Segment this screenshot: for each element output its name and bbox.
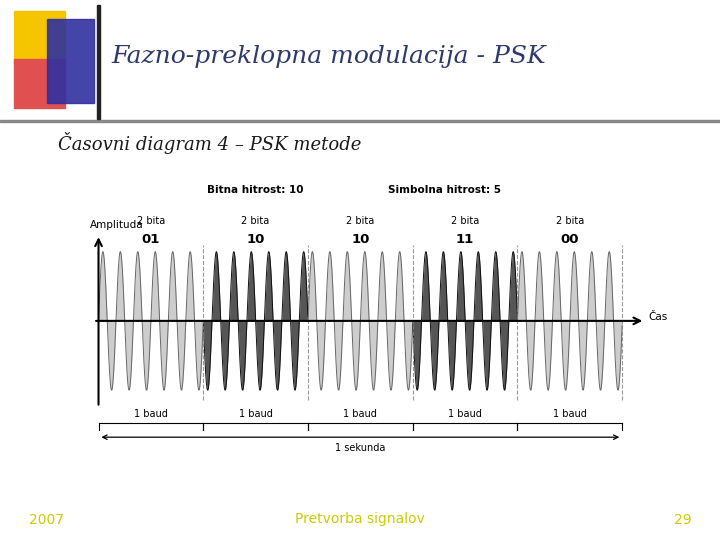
Text: Amplituda: Amplituda [90, 219, 144, 230]
Text: 2 bita: 2 bita [241, 215, 270, 226]
Text: 00: 00 [561, 233, 579, 246]
Text: Pretvorba signalov: Pretvorba signalov [295, 512, 425, 526]
Text: 2007: 2007 [29, 512, 64, 526]
Text: 1 baud: 1 baud [134, 409, 168, 420]
Text: 1 baud: 1 baud [343, 409, 377, 420]
Text: Čas: Čas [648, 312, 667, 322]
Text: Fazno-preklopna modulacija - PSK: Fazno-preklopna modulacija - PSK [112, 45, 546, 68]
Text: 1 baud: 1 baud [238, 409, 273, 420]
Text: 10: 10 [351, 233, 369, 246]
Text: 2 bita: 2 bita [346, 215, 374, 226]
Text: 1 baud: 1 baud [448, 409, 482, 420]
Text: 1 baud: 1 baud [553, 409, 587, 420]
Text: Časovni diagram 4 – PSK metode: Časovni diagram 4 – PSK metode [58, 132, 361, 154]
Text: 1 sekunda: 1 sekunda [335, 443, 385, 453]
Text: 10: 10 [246, 233, 265, 246]
Text: 01: 01 [142, 233, 160, 246]
Text: 2 bita: 2 bita [451, 215, 480, 226]
Text: Simbolna hitrost: 5: Simbolna hitrost: 5 [387, 185, 500, 195]
Text: Bitna hitrost: 10: Bitna hitrost: 10 [207, 185, 304, 195]
Text: 11: 11 [456, 233, 474, 246]
Text: 2 bita: 2 bita [137, 215, 165, 226]
Text: 29: 29 [674, 512, 691, 526]
Text: 2 bita: 2 bita [556, 215, 584, 226]
